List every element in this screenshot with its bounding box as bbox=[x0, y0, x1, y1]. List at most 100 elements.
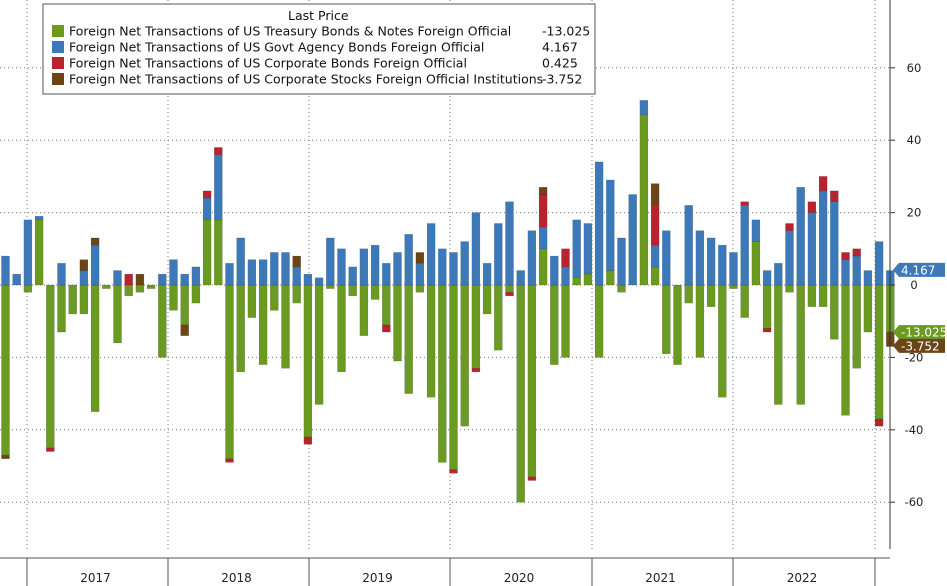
bar-segment-corpbonds bbox=[449, 469, 458, 474]
bar-segment-agency bbox=[774, 263, 783, 286]
bar-segment-agency bbox=[326, 237, 335, 286]
bar-segment-treasury bbox=[404, 284, 413, 394]
bar-segment-corpstocks bbox=[292, 255, 301, 268]
bar-segment-treasury bbox=[202, 219, 212, 286]
bar-segment-treasury bbox=[158, 284, 167, 358]
bar-segment-corpstocks bbox=[650, 183, 660, 206]
bar-segment-agency bbox=[695, 230, 705, 286]
bar-segment-treasury bbox=[662, 284, 671, 355]
bar-segment-treasury bbox=[706, 284, 716, 307]
bar-segment-agency bbox=[169, 259, 178, 286]
bar-segment-agency bbox=[12, 273, 21, 286]
legend-series-name: Foreign Net Transactions of US Corporate… bbox=[69, 72, 543, 87]
bar-segment-corpbonds bbox=[124, 273, 133, 286]
bar-segment-corpbonds bbox=[852, 248, 861, 257]
bar-segment-agency bbox=[1, 255, 10, 286]
bar-segment-agency bbox=[202, 197, 212, 221]
bar-segment-agency bbox=[34, 215, 44, 221]
bar-segment-agency bbox=[650, 244, 660, 268]
bar-segment-agency bbox=[639, 100, 649, 116]
bar-segment-agency bbox=[79, 270, 89, 286]
legend-last-price: -3.752 bbox=[542, 72, 582, 87]
bar-segment-agency bbox=[113, 270, 122, 286]
bar-segment-agency bbox=[292, 266, 301, 286]
bar-segment-corpbonds bbox=[202, 190, 212, 199]
bar-segment-corpbonds bbox=[874, 418, 884, 427]
bar-segment-agency bbox=[516, 270, 525, 286]
bar-segment-treasury bbox=[639, 114, 649, 286]
legend-last-price: -13.025 bbox=[542, 24, 590, 39]
bar-segment-treasury bbox=[214, 219, 223, 286]
bar-segment-treasury bbox=[57, 284, 66, 333]
bar-segment-treasury bbox=[393, 284, 402, 362]
bar-segment-treasury bbox=[426, 284, 436, 398]
legend-last-price: 0.425 bbox=[542, 56, 578, 71]
bar-segment-treasury bbox=[650, 266, 660, 286]
bar-segment-treasury bbox=[236, 284, 245, 373]
bar-segment-agency bbox=[527, 230, 537, 286]
bar-segment-treasury bbox=[79, 284, 89, 315]
x-group-label: 2018 bbox=[221, 571, 252, 585]
bar-segment-treasury bbox=[460, 284, 469, 427]
bar-segment-agency bbox=[751, 219, 761, 242]
value-tag-bg bbox=[893, 262, 945, 277]
bar-segment-corpbonds bbox=[527, 476, 537, 481]
bar-segment-treasury bbox=[796, 284, 805, 405]
legend-title: Last Price bbox=[288, 8, 349, 23]
bar-segment-treasury bbox=[124, 284, 133, 297]
last-value-tags: 4.167 -13.025-3.752 bbox=[893, 262, 947, 353]
bar-segment-corpstocks bbox=[135, 273, 145, 286]
bar-segment-treasury bbox=[270, 284, 279, 311]
bar-segment-corpstocks bbox=[538, 187, 548, 195]
bar-segment-agency bbox=[247, 259, 257, 286]
legend-series-name: Foreign Net Transactions of US Govt Agen… bbox=[69, 40, 484, 55]
bar-segment-agency bbox=[438, 248, 447, 286]
bar-segment-treasury bbox=[527, 284, 537, 478]
value-tag-label: -3.752 bbox=[901, 339, 940, 353]
y-tick-label: 40 bbox=[907, 133, 922, 147]
bar-segment-treasury bbox=[113, 284, 122, 344]
legend-series-name: Foreign Net Transactions of US Treasury … bbox=[69, 24, 511, 39]
bar-segment-treasury bbox=[561, 284, 570, 358]
bar-segment-treasury bbox=[572, 277, 581, 286]
bar-segment-agency bbox=[258, 259, 268, 286]
bar-segment-agency bbox=[180, 273, 189, 286]
bar-segment-treasury bbox=[292, 284, 301, 304]
bar-segment-treasury bbox=[146, 284, 156, 289]
bar-segment-treasury bbox=[807, 284, 817, 307]
bar-segment-agency bbox=[415, 263, 425, 286]
bar-segment-treasury bbox=[370, 284, 380, 300]
x-group-label: 2017 bbox=[80, 571, 111, 585]
bar-segment-corpbonds bbox=[471, 368, 481, 373]
bar-segment-agency bbox=[572, 219, 581, 279]
bar-segment-treasury bbox=[415, 284, 425, 293]
bar-segment-agency bbox=[359, 248, 369, 286]
bar-segment-treasury bbox=[34, 219, 44, 286]
bar-segment-agency bbox=[191, 266, 201, 286]
x-group-label: 2021 bbox=[645, 571, 676, 585]
legend-rows: Foreign Net Transactions of US Treasury … bbox=[52, 24, 590, 87]
bar-segment-corpbonds bbox=[818, 176, 828, 192]
bar-segment-treasury bbox=[538, 248, 548, 286]
bar-segment-corpbonds bbox=[650, 205, 660, 246]
bar-segment-treasury bbox=[314, 284, 324, 405]
bar-segment-agency bbox=[370, 244, 380, 286]
bar-segment-corpbonds bbox=[505, 291, 514, 297]
bar-segment-treasury bbox=[169, 284, 178, 311]
bar-segment-agency bbox=[23, 219, 33, 286]
bar-segment-agency bbox=[852, 255, 861, 286]
y-tick-label: 20 bbox=[907, 206, 922, 220]
bar-segment-corpbonds bbox=[830, 190, 839, 202]
bar-segment-treasury bbox=[740, 284, 749, 318]
bar-segment-treasury bbox=[68, 284, 77, 315]
bar-segment-treasury bbox=[606, 270, 615, 286]
bar-segment-corpbonds bbox=[382, 324, 391, 333]
bar-segment-corpbonds bbox=[214, 147, 223, 155]
bar-segment-corpstocks bbox=[79, 259, 89, 271]
bar-segment-agency bbox=[830, 201, 839, 286]
legend-swatch bbox=[52, 73, 64, 85]
bar-segment-treasury bbox=[505, 284, 514, 293]
legend-series-name: Foreign Net Transactions of US Corporate… bbox=[69, 56, 467, 71]
bar-segment-treasury bbox=[438, 284, 447, 463]
bar-segment-agency bbox=[807, 212, 817, 286]
